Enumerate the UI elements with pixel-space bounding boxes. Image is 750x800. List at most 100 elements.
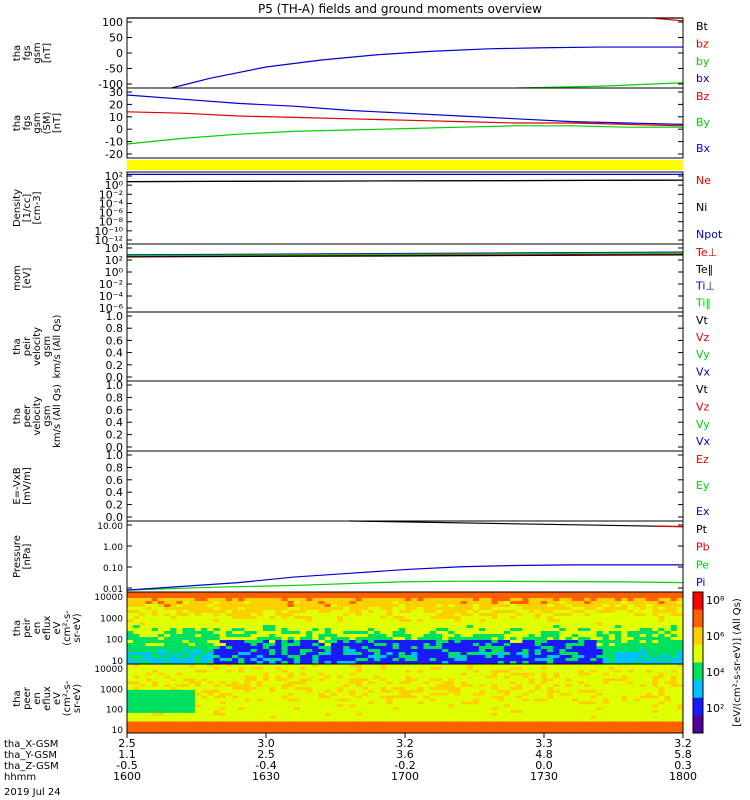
spectrogram-cell bbox=[386, 675, 394, 679]
spectrogram-cell bbox=[442, 707, 449, 711]
spectrogram-cell bbox=[201, 649, 208, 653]
spectrogram-cell bbox=[565, 655, 573, 659]
spectrogram-cell bbox=[510, 604, 517, 608]
spectrogram-cell bbox=[176, 595, 184, 599]
spectrogram-cell bbox=[145, 619, 153, 623]
spectrogram-cell bbox=[577, 727, 585, 731]
spectrogram-cell bbox=[627, 655, 635, 659]
panel-fgs_gsm_zoom-ylabel-3: (SM) bbox=[42, 112, 53, 135]
spectrogram-cell bbox=[553, 724, 560, 728]
spectrogram-cell bbox=[262, 730, 270, 734]
spectrogram-cell bbox=[293, 675, 301, 679]
spectrogram-cell bbox=[275, 692, 282, 697]
spectrogram-cell bbox=[238, 658, 245, 662]
panel-peer_spec-ytick-2: 100 bbox=[106, 706, 123, 716]
spectrogram-cell bbox=[435, 604, 443, 608]
spectrogram-cell bbox=[423, 664, 431, 668]
spectrogram-cell bbox=[565, 622, 573, 626]
spectrogram-cell bbox=[244, 678, 252, 682]
spectrogram-cell bbox=[337, 598, 344, 602]
spectrogram-cell bbox=[145, 628, 153, 632]
spectrogram-cell bbox=[571, 684, 579, 688]
spectrogram-cell bbox=[244, 649, 252, 653]
spectrogram-cell bbox=[355, 678, 363, 682]
spectrogram-cell bbox=[676, 652, 684, 656]
spectrogram-cell bbox=[442, 643, 449, 647]
spectrogram-cell bbox=[250, 707, 258, 711]
spectrogram-cell bbox=[497, 622, 505, 626]
spectrogram-cell bbox=[528, 643, 536, 647]
spectrogram-cell bbox=[250, 649, 258, 653]
spectrogram-cell bbox=[380, 672, 387, 676]
spectrogram-cell bbox=[324, 692, 332, 697]
spectrogram-cell bbox=[281, 604, 289, 608]
spectrogram-cell bbox=[127, 598, 134, 602]
spectrogram-cell bbox=[571, 610, 579, 614]
spectrogram-cell bbox=[299, 592, 307, 596]
spectrogram-cell bbox=[287, 692, 295, 697]
spectrogram-cell bbox=[584, 637, 591, 641]
spectrogram-cell bbox=[250, 727, 258, 731]
spectrogram-cell bbox=[510, 622, 517, 626]
spectrogram-cell bbox=[207, 689, 214, 694]
spectrogram-cell bbox=[170, 727, 177, 731]
spectrogram-cell bbox=[374, 707, 381, 711]
spectrogram-cell bbox=[232, 631, 239, 635]
spectrogram-cell bbox=[201, 727, 208, 731]
spectrogram-cell bbox=[275, 710, 282, 714]
spectrogram-cell bbox=[232, 687, 239, 691]
ephem-label-0: tha_X-GSM bbox=[4, 739, 58, 750]
spectrogram-cell bbox=[164, 724, 171, 728]
spectrogram-cell bbox=[182, 721, 190, 725]
spectrogram-cell bbox=[584, 666, 591, 671]
spectrogram-cell bbox=[293, 604, 301, 608]
spectrogram-cell bbox=[133, 721, 140, 725]
spectrogram-cell bbox=[318, 666, 326, 671]
spectrogram-cell bbox=[386, 672, 394, 676]
spectrogram-cell bbox=[225, 628, 233, 632]
spectrogram-cell bbox=[170, 689, 177, 694]
spectrogram-cell bbox=[540, 604, 548, 608]
spectrogram-cell bbox=[621, 616, 628, 620]
spectrogram-cell bbox=[367, 664, 375, 668]
spectrogram-cell bbox=[571, 687, 579, 691]
spectrogram-cell bbox=[516, 669, 523, 674]
spectrogram-cell bbox=[645, 698, 653, 702]
spectrogram-cell bbox=[435, 669, 443, 674]
series-fgs_gsm_zoom-Bz bbox=[126, 111, 684, 127]
spectrogram-cell bbox=[602, 678, 610, 682]
spectrogram-cell bbox=[176, 704, 184, 708]
panel-efield-ytick-1: 0.8 bbox=[106, 461, 124, 474]
spectrogram-cell bbox=[133, 631, 140, 635]
spectrogram-cell bbox=[256, 721, 264, 725]
spectrogram-cell bbox=[658, 595, 665, 599]
spectrogram-cell bbox=[596, 628, 604, 632]
spectrogram-cell bbox=[386, 610, 394, 614]
spectrogram-cell bbox=[565, 643, 573, 647]
spectrogram-cell bbox=[170, 649, 177, 653]
spectrogram-cell bbox=[139, 704, 147, 708]
spectrogram-cell bbox=[454, 616, 462, 620]
spectrogram-cell bbox=[312, 715, 320, 720]
panel-peir_spec-ytick-2: 100 bbox=[106, 636, 123, 646]
spectrogram-cell bbox=[503, 687, 511, 691]
spectrogram-cell bbox=[232, 701, 239, 705]
spectrogram-cell bbox=[324, 616, 332, 620]
spectrogram-cell bbox=[238, 661, 245, 665]
spectrogram-cell bbox=[182, 631, 190, 635]
spectrogram-cell bbox=[472, 692, 480, 697]
spectrogram-cell bbox=[522, 619, 530, 623]
spectrogram-cell bbox=[442, 721, 449, 725]
spectrogram-cell bbox=[133, 687, 140, 691]
spectrogram-cell bbox=[559, 646, 567, 650]
spectrogram-cell bbox=[497, 689, 505, 694]
ephem-value-3-2: 1700 bbox=[391, 770, 419, 783]
spectrogram-cell bbox=[472, 730, 480, 734]
spectrogram-cell bbox=[244, 607, 252, 611]
spectrogram-cell bbox=[510, 707, 517, 711]
spectrogram-cell bbox=[435, 628, 443, 632]
spectrogram-cell bbox=[219, 669, 227, 674]
series-temperature-Ti⊥ bbox=[126, 251, 684, 256]
spectrogram-cell bbox=[133, 730, 140, 734]
spectrogram-cell bbox=[405, 664, 412, 668]
